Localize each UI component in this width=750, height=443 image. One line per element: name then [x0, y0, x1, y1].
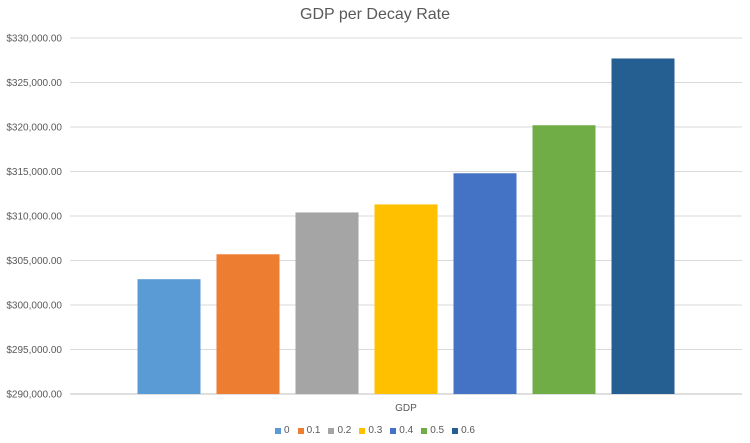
chart-title: GDP per Decay Rate [300, 6, 450, 23]
bar-0-5 [532, 125, 596, 394]
legend-item: 0.6 [452, 425, 475, 436]
y-tick-label: $320,000.00 [6, 123, 62, 134]
legend-item: 0.1 [297, 425, 321, 436]
bar-0-2 [295, 212, 359, 394]
legend-item: 0 [275, 425, 290, 436]
legend-item: 0.2 [328, 425, 351, 436]
y-tick-label: $315,000.00 [6, 167, 62, 178]
y-tick-label: $310,000.00 [6, 212, 62, 223]
legend-swatch [452, 427, 459, 434]
legend-swatch [421, 427, 428, 434]
legend-swatch [359, 427, 366, 434]
bar-0-4 [453, 173, 517, 394]
bar-0-6 [611, 58, 675, 394]
legend-label: 0.3 [368, 425, 383, 436]
y-tick-label: $325,000.00 [6, 78, 62, 89]
bar-0-1 [216, 254, 280, 394]
y-tick-label: $295,000.00 [6, 345, 62, 356]
legend-item: 0.4 [390, 425, 413, 436]
legend-swatch [297, 427, 304, 434]
legend-item: 0.5 [421, 425, 444, 436]
legend-item: 0.3 [359, 425, 382, 436]
x-category-label: GDP [395, 403, 417, 414]
legend-label: 0.4 [399, 425, 414, 436]
legend-swatch [275, 427, 281, 434]
y-tick-label: $305,000.00 [6, 256, 62, 267]
y-tick-label: $290,000.00 [6, 390, 62, 401]
y-tick-label: $330,000.00 [6, 34, 62, 45]
legend-label: 0.1 [306, 425, 321, 436]
bar-0-3 [374, 204, 438, 394]
legend-swatch [328, 427, 335, 434]
legend-label: 0.6 [461, 425, 475, 436]
bar-0 [137, 279, 201, 394]
legend: 0 0.1 0.2 0.3 0.4 0.5 0.6 [0, 425, 750, 436]
y-tick-label: $300,000.00 [6, 301, 62, 312]
legend-swatch [390, 427, 397, 434]
legend-label: 0.5 [430, 425, 445, 436]
legend-label: 0.2 [337, 425, 352, 436]
legend-label: 0 [284, 425, 290, 436]
